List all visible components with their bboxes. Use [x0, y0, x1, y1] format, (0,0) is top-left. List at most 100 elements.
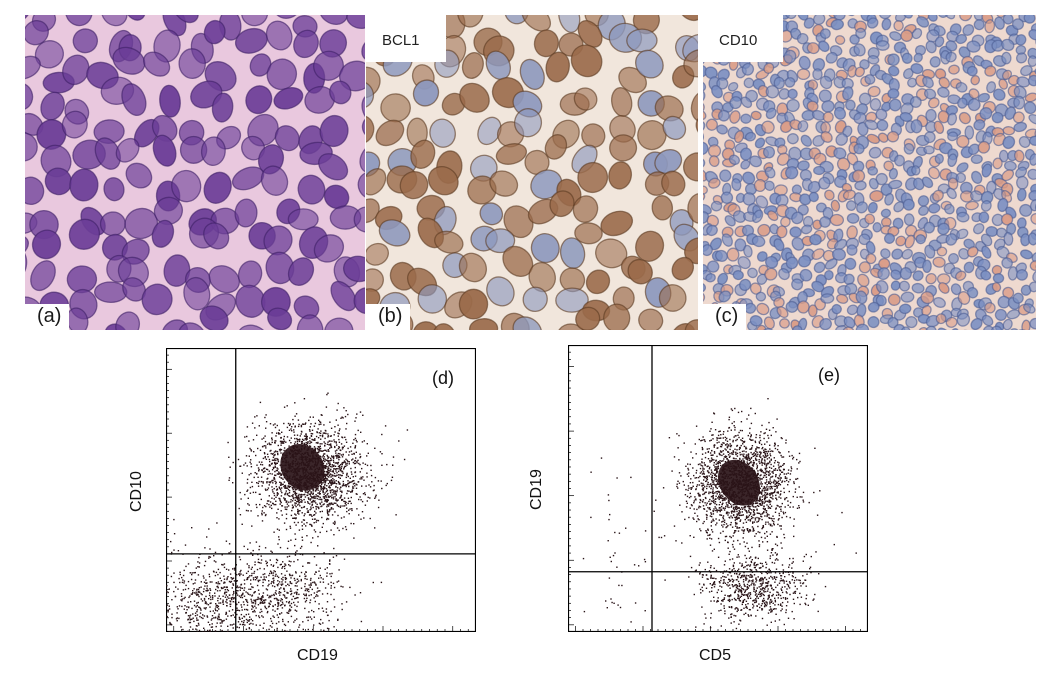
cell-nucleus: [703, 192, 706, 203]
event-dot: [342, 483, 345, 485]
event-dot: [201, 593, 203, 596]
event-dot: [342, 454, 344, 456]
event-dot: [243, 620, 245, 622]
cell-nucleus: [948, 64, 960, 75]
event-dot: [211, 626, 214, 628]
event-dot: [319, 511, 321, 513]
event-dot: [299, 505, 301, 507]
cell-nucleus: [900, 291, 915, 303]
event-dot: [333, 461, 335, 463]
event-dot: [298, 489, 300, 491]
event-dot: [297, 512, 299, 514]
event-dot: [198, 556, 200, 559]
event-dot: [338, 446, 341, 449]
event-dot: [293, 429, 295, 431]
cell-nucleus: [577, 161, 609, 194]
event-dot: [322, 578, 324, 580]
event-dot: [341, 456, 344, 458]
cell-nucleus: [867, 166, 879, 176]
cell-nucleus: [937, 86, 950, 98]
event-dot: [328, 464, 330, 467]
cell-nucleus: [845, 99, 856, 111]
event-dot: [248, 627, 251, 630]
event-dot: [291, 500, 294, 502]
event-dot: [772, 470, 774, 473]
event-dot: [238, 573, 240, 575]
event-dot: [283, 485, 286, 487]
event-dot: [301, 438, 304, 441]
event-dot: [329, 502, 331, 505]
event-dot: [741, 453, 743, 456]
event-dot: [228, 580, 231, 583]
event-dot: [772, 492, 774, 494]
event-dot: [281, 514, 283, 516]
event-dot: [192, 590, 194, 592]
cell-nucleus: [992, 88, 1006, 101]
event-dot: [223, 593, 226, 595]
event-dot: [283, 485, 285, 488]
event-dot: [696, 484, 699, 486]
event-dot: [332, 482, 335, 484]
event-dot: [276, 575, 279, 577]
event-dot: [214, 574, 217, 577]
cell-nucleus: [171, 15, 199, 24]
event-dot: [198, 606, 200, 608]
event-dot: [238, 626, 240, 629]
cell-nucleus: [944, 203, 955, 215]
event-dot: [257, 485, 260, 487]
cell-nucleus: [980, 270, 992, 281]
event-dot: [701, 439, 703, 441]
event-dot: [278, 473, 280, 475]
event-dot: [730, 505, 733, 507]
event-dot: [273, 579, 275, 582]
event-dot: [202, 575, 205, 577]
event-dot: [364, 463, 367, 465]
event-dot: [350, 481, 352, 483]
event-dot: [191, 527, 193, 529]
event-dot: [717, 509, 719, 512]
event-dot: [263, 576, 265, 578]
event-dot: [313, 446, 316, 448]
cell-nucleus: [459, 82, 490, 113]
cell-nucleus: [359, 143, 365, 174]
event-dot: [238, 595, 241, 597]
event-dot: [295, 514, 297, 516]
event-dot: [236, 609, 238, 611]
event-dot: [244, 493, 246, 496]
cell-nucleus: [751, 235, 766, 248]
event-dot: [274, 592, 277, 594]
event-dot: [318, 507, 320, 510]
event-dot: [345, 484, 347, 486]
cell-nucleus: [740, 96, 753, 109]
event-dot: [345, 428, 347, 430]
event-dot: [326, 517, 328, 520]
event-dot: [353, 480, 355, 482]
event-dot: [283, 587, 285, 590]
event-dot: [246, 435, 248, 438]
event-dot: [282, 561, 284, 563]
event-dot: [298, 499, 300, 501]
event-dot: [340, 474, 343, 477]
cell-nucleus: [867, 85, 881, 98]
event-dot: [347, 475, 349, 478]
event-dot: [841, 511, 843, 514]
event-dot: [207, 604, 210, 606]
cell-nucleus: [877, 267, 890, 281]
event-dot: [372, 581, 374, 584]
event-dot: [339, 506, 342, 508]
event-dot: [354, 475, 357, 477]
event-dot: [705, 491, 707, 493]
event-dot: [326, 474, 328, 477]
event-dot: [328, 628, 330, 630]
event-dot: [348, 481, 351, 483]
event-dot: [197, 622, 200, 625]
event-dot: [248, 576, 250, 578]
event-dot: [333, 455, 335, 457]
cell-nucleus: [911, 28, 923, 40]
event-dot: [712, 498, 714, 500]
event-dot: [736, 510, 738, 513]
event-dot: [217, 618, 219, 621]
event-dot: [319, 490, 321, 492]
event-dot: [791, 454, 793, 457]
event-dot: [796, 468, 798, 470]
